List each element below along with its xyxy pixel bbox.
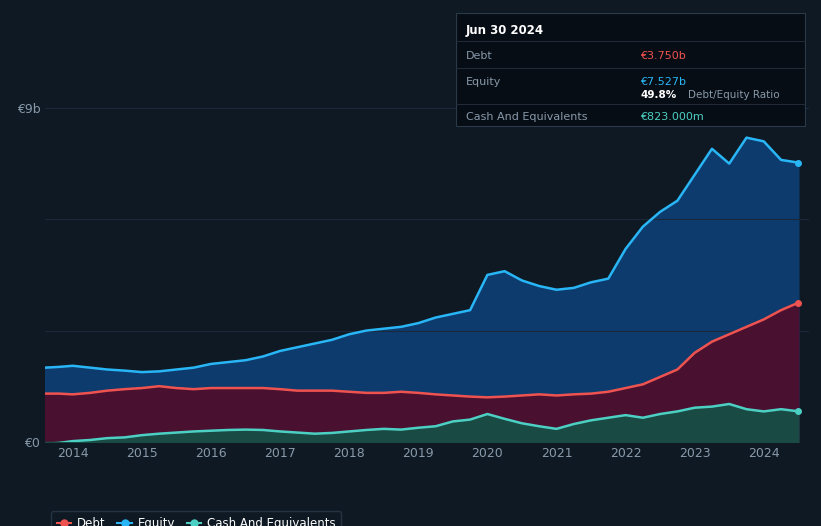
- Text: Equity: Equity: [466, 76, 501, 87]
- Text: €823.000m: €823.000m: [640, 112, 704, 123]
- Text: 49.8%: 49.8%: [640, 89, 677, 100]
- Text: €3.750b: €3.750b: [640, 51, 686, 62]
- Text: €7.527b: €7.527b: [640, 76, 686, 87]
- Text: Jun 30 2024: Jun 30 2024: [466, 24, 544, 37]
- Text: Cash And Equivalents: Cash And Equivalents: [466, 112, 587, 123]
- Text: Debt: Debt: [466, 51, 493, 62]
- Text: Debt/Equity Ratio: Debt/Equity Ratio: [688, 89, 780, 100]
- Legend: Debt, Equity, Cash And Equivalents: Debt, Equity, Cash And Equivalents: [51, 511, 342, 526]
